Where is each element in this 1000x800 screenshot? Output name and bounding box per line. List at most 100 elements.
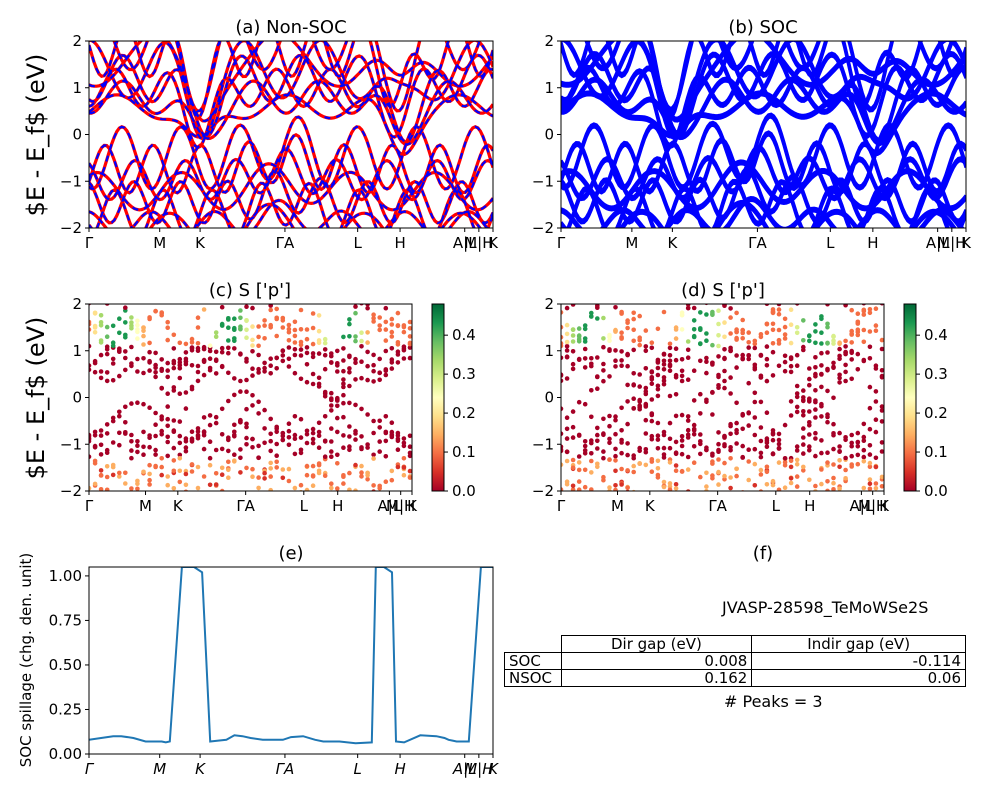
scatter-point [292, 436, 298, 442]
scatter-point [782, 316, 788, 322]
scatter-point [347, 366, 352, 371]
scatter-point [746, 505, 751, 510]
scatter-point [843, 304, 848, 308]
panel-d-title: (d) S ['p'] [681, 280, 765, 301]
scatter-point [183, 448, 189, 454]
scatter-point [873, 389, 879, 394]
panel-a-xticks: Γ M K ΓA L H A|LM|HK [85, 228, 499, 252]
scatter-point [667, 393, 673, 399]
scatter-point [159, 368, 164, 374]
scatter-point [280, 467, 286, 472]
scatter-point [159, 428, 164, 434]
scatter-point [329, 397, 334, 403]
panel-a-plot [89, 41, 493, 228]
scatter-point [365, 340, 370, 345]
scatter-point [341, 377, 346, 382]
scatter-point [165, 434, 170, 440]
scatter-point [407, 468, 412, 474]
scatter-point [335, 461, 340, 466]
scatter-point [220, 492, 225, 497]
scatter-point [377, 315, 383, 320]
scatter-point [371, 312, 376, 318]
scatter-point [377, 486, 383, 491]
scatter-point [389, 366, 395, 371]
scatter-point [159, 432, 164, 437]
scatter-point [244, 421, 249, 427]
scatter-point [704, 447, 709, 453]
scatter-point [760, 490, 762, 491]
scatter-point [407, 433, 412, 439]
scatter-point [98, 428, 104, 433]
scatter-point [322, 454, 328, 460]
scatter-point [153, 309, 158, 314]
scatter-point [135, 481, 140, 487]
scatter-point [607, 338, 612, 344]
scatter-point [783, 290, 788, 295]
scatter-point [746, 509, 751, 514]
scatter-point [868, 287, 873, 292]
scatter-point [123, 367, 128, 373]
scatter-point [631, 327, 636, 333]
scatter-point [770, 307, 776, 312]
y-tick-label: 0 [544, 126, 554, 144]
x-tick-label: Γ [85, 234, 94, 252]
scatter-point [365, 304, 370, 307]
scatter-point [868, 295, 873, 300]
scatter-point [722, 304, 727, 308]
scatter-point [365, 305, 370, 311]
scatter-point [89, 434, 92, 439]
scatter-point [819, 511, 824, 516]
scatter-point [831, 341, 836, 346]
band-line [561, 199, 957, 228]
scatter-point [601, 344, 606, 350]
scatter-point [601, 297, 606, 302]
scatter-point [698, 341, 703, 346]
scatter-point [813, 365, 818, 370]
scatter-point [165, 319, 170, 325]
scatter-point [667, 481, 673, 486]
panel-c-yticks: 210−1−2 [60, 295, 89, 500]
x-tick-label: M|H [464, 234, 493, 252]
scatter-point [576, 326, 582, 331]
scatter-point [722, 320, 727, 325]
scatter-point [873, 464, 879, 470]
scatter-point [583, 291, 588, 296]
scatter-point [679, 434, 685, 439]
band-line [89, 68, 493, 149]
scatter-point [716, 430, 721, 435]
scatter-point [305, 296, 310, 301]
panel-a-yticks: 210−1−2 [60, 32, 89, 237]
scatter-point [673, 346, 679, 352]
scatter-point [171, 486, 177, 491]
scatter-point [347, 447, 352, 453]
scatter-point [213, 414, 219, 420]
scatter-point [825, 366, 830, 372]
scatter-point [286, 466, 292, 472]
scatter-point [788, 476, 794, 481]
x-tick-label: M|H [386, 497, 415, 515]
scatter-point [783, 511, 788, 516]
x-tick-label: L [353, 760, 361, 778]
scatter-point [262, 318, 267, 323]
scatter-point [564, 331, 570, 337]
scatter-point [389, 432, 395, 438]
scatter-point [740, 426, 745, 432]
scatter-point [619, 428, 624, 433]
scatter-point [232, 325, 237, 331]
panel-c-colorbar-ticks: 0.40.30.20.10.0 [444, 326, 476, 500]
scatter-point [619, 349, 624, 354]
x-tick-label: L [826, 234, 835, 252]
scatter-point [98, 375, 104, 381]
scatter-point [831, 334, 836, 340]
scatter-point [207, 462, 213, 468]
scatter-point [691, 327, 697, 332]
scatter-point [395, 340, 401, 345]
scatter-point [347, 434, 352, 439]
scatter-point [752, 362, 758, 368]
scatter-point [104, 334, 110, 340]
panel-b-yticks: 210−1−2 [532, 32, 561, 237]
scatter-point [135, 284, 140, 289]
scatter-point [782, 324, 788, 330]
scatter-point [207, 367, 213, 373]
scatter-point [607, 457, 612, 462]
